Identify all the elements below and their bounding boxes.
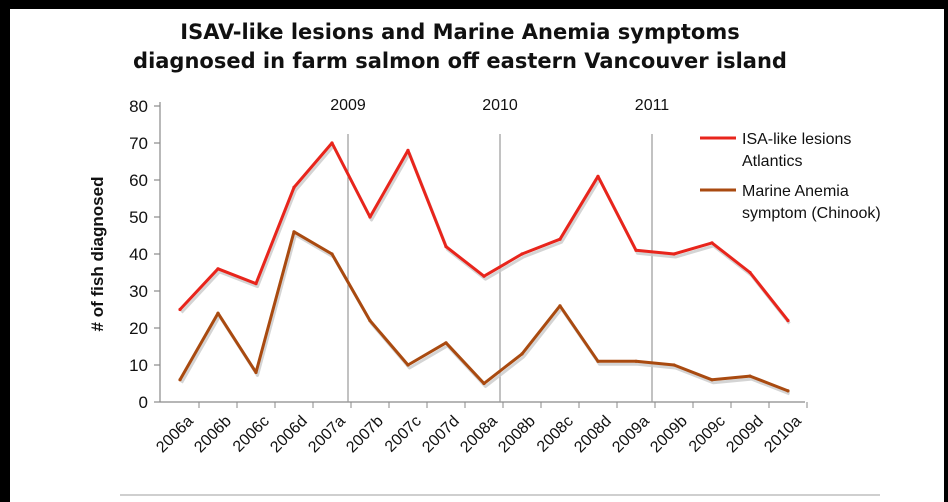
x-tick-label: 2007b (343, 413, 387, 457)
data-point (748, 374, 752, 378)
x-tick-label: 2010a (761, 413, 805, 457)
data-point (748, 270, 752, 275)
legend-label: ISA-like lesions (742, 131, 851, 148)
data-point (710, 241, 714, 245)
series-line-isa-like-lesions (178, 141, 790, 322)
legend-label: symptom (Chinook) (742, 205, 881, 222)
y-tick-label: 20 (129, 319, 148, 338)
data-point (558, 304, 562, 308)
y-tick-label: 30 (129, 282, 148, 301)
x-tick-label: 2008d (571, 413, 614, 456)
data-point (368, 215, 372, 219)
data-point (482, 274, 486, 278)
data-point (216, 267, 220, 271)
data-point (178, 378, 182, 382)
chart-title: ISAV-like lesions and Marine Anemia symp… (10, 18, 910, 76)
data-point (216, 311, 220, 315)
data-point (520, 352, 524, 356)
data-point (330, 141, 334, 145)
x-tick-label: 2006b (191, 413, 235, 457)
x-tick-label: 2006a (153, 413, 197, 457)
data-point (444, 341, 448, 345)
x-tick-label: 2007c (382, 413, 425, 456)
data-point (558, 237, 562, 241)
series-line-shadow (180, 233, 791, 396)
data-point (596, 359, 600, 363)
data-point (634, 248, 638, 252)
year-marker-label: 2011 (635, 97, 670, 114)
series-line-shadow (180, 144, 791, 325)
y-axis-title: # of fish diagnosed (88, 177, 107, 332)
data-point (482, 381, 486, 386)
x-tick-label: 2008b (495, 413, 539, 457)
x-tick-label: 2009b (647, 413, 691, 457)
data-point (254, 282, 258, 286)
data-point (254, 370, 258, 374)
data-point (596, 174, 600, 178)
data-point (710, 378, 714, 382)
data-point (178, 307, 182, 312)
x-tick-label: 2007a (305, 413, 349, 457)
x-tick-label: 2007d (419, 413, 462, 456)
data-point (444, 245, 448, 249)
data-point (330, 252, 334, 256)
data-point (292, 230, 296, 234)
x-tick-label: 2006c (230, 413, 273, 456)
y-tick-label: 70 (129, 134, 148, 153)
data-point (368, 319, 372, 323)
data-point (292, 185, 296, 189)
year-marker-label: 2010 (482, 97, 518, 114)
x-tick-label: 2008c (534, 413, 577, 456)
x-tick-label: 2008a (457, 413, 501, 457)
data-point (520, 252, 524, 256)
data-point (786, 319, 790, 323)
year-marker-label: 2009 (330, 97, 366, 114)
y-tick-label: 0 (139, 393, 148, 412)
x-tick-label: 2009d (723, 413, 766, 456)
y-tick-label: 40 (129, 245, 148, 264)
data-point (786, 389, 790, 393)
x-tick-label: 2009a (609, 413, 653, 457)
y-tick-label: 50 (129, 208, 148, 227)
legend-label: Marine Anemia (742, 183, 849, 200)
legend-label: Atlantics (742, 153, 802, 170)
x-tick-label: 2009c (686, 413, 729, 456)
data-point (406, 363, 410, 367)
data-point (634, 359, 638, 363)
data-point (672, 252, 676, 256)
data-point (406, 148, 410, 152)
y-tick-label: 10 (129, 356, 148, 375)
bottom-divider (120, 494, 880, 496)
x-tick-label: 2006d (267, 413, 310, 456)
y-tick-label: 80 (129, 97, 148, 116)
data-point (672, 363, 676, 367)
y-tick-label: 60 (129, 171, 148, 190)
chart-title-line-1: ISAV-like lesions and Marine Anemia symp… (180, 20, 740, 44)
chart-title-line-2: diagnosed in farm salmon off eastern Van… (133, 49, 787, 73)
